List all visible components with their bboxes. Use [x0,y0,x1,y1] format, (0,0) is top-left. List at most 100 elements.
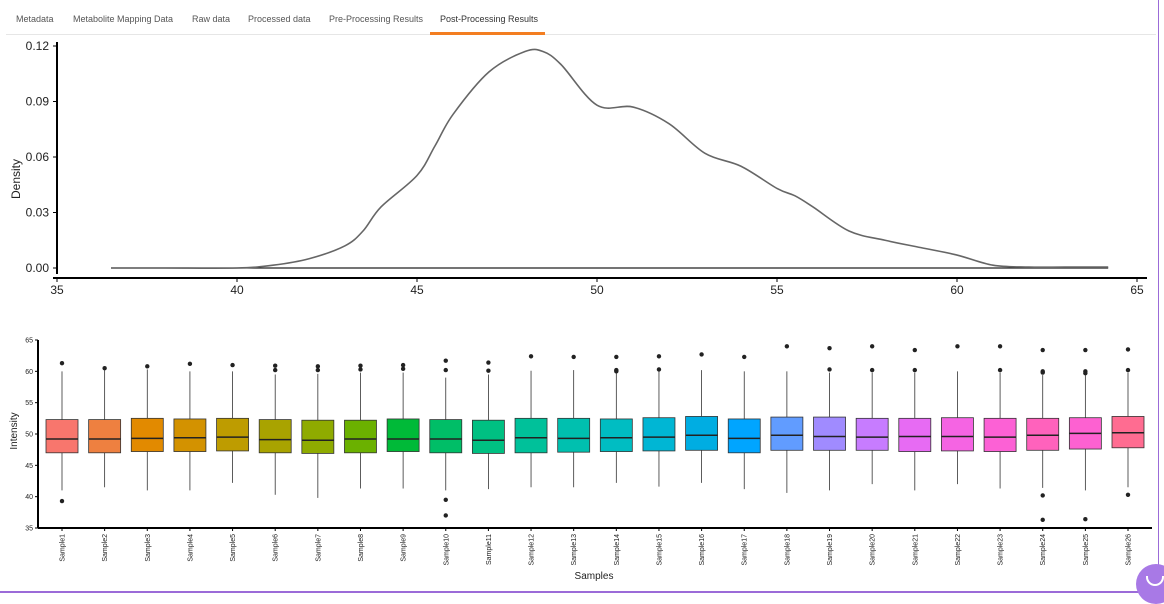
box-x-tick-label: Sample13 [571,534,578,566]
box-body [258,419,292,454]
box-body [514,417,548,454]
chat-icon [1146,576,1164,586]
box-outlier [315,364,321,369]
box-outlier [827,367,832,372]
box-outlier [1083,517,1088,522]
tab-metabolite-mapping-data[interactable]: Metabolite Mapping Data [73,14,174,24]
box-outlier [784,344,790,349]
svg-text:Density: Density [9,159,23,199]
box-x-tick-label: Sample1 [60,534,67,562]
tab-raw-data[interactable]: Raw data [192,14,231,24]
box-body [88,419,122,454]
box-ticks: 35 40 45 50 55 60 65 [25,338,38,533]
tab-processed-data[interactable]: Processed data [248,14,311,24]
box-sample24: Sample24 [1026,347,1060,566]
box-outlier [614,354,619,360]
active-tab-indicator [430,32,545,35]
box-body [855,417,889,451]
box-outlier [742,354,747,360]
box-sample15: Sample15 [642,354,676,566]
box-sample20: Sample20 [855,344,889,566]
box-x-tick-label: Sample22 [955,534,962,566]
box-outlier [358,367,363,372]
box-sample23: Sample23 [983,344,1017,566]
box-outlier [400,362,406,368]
density-axes [53,42,1147,279]
box-body [173,418,207,452]
box-outlier [59,360,65,366]
density-y-tick-label: 0.03 [26,206,50,220]
box-sample2: Sample2 [88,366,122,562]
box-sample7: Sample7 [301,364,335,562]
box-outlier [443,497,448,502]
tab-post-processing-results[interactable]: Post-Processing Results [440,14,539,24]
box-x-tick-label: Sample21 [912,534,919,566]
box-sample14: Sample14 [599,354,633,566]
box-sample12: Sample12 [514,354,548,566]
box-outlier [443,513,448,518]
box-body [301,419,335,454]
box-sample18: Sample18 [770,344,804,566]
box-series: Sample1 Sample2 Sample3 Sample4 Sample5 Sampl… [45,344,1145,566]
tab-bar: Metadata Metabolite Mapping Data Raw dat… [0,0,1164,36]
box-sample1: Sample1 [45,360,79,562]
tab-metadata[interactable]: Metadata [16,14,54,24]
box-outlier [997,367,1003,373]
box-x-tick-label: Sample25 [1083,534,1090,566]
density-x-tick-label: 65 [1130,283,1144,297]
box-sample25: Sample25 [1068,347,1102,566]
box-outlier [273,367,278,373]
box-outlier [656,354,662,359]
chat-widget-button[interactable] [1136,564,1164,604]
density-x-tick-label: 45 [410,283,424,297]
box-sample11: Sample11 [471,360,505,565]
box-body [130,417,164,452]
box-outlier [145,364,150,369]
density-curve [111,48,1109,270]
box-sample19: Sample19 [813,345,846,566]
page-right-border [1158,0,1159,594]
box-sample9: Sample9 [386,362,420,562]
box-outlier [955,344,960,349]
box-outlier [1040,370,1045,375]
box-outlier [1125,492,1131,497]
box-outlier [187,361,193,367]
box-y-tick-label: 65 [25,338,33,345]
box-x-tick-label: Sample9 [401,534,408,562]
box-body [898,417,932,452]
box-plot: Intensity Samples 35 40 45 50 55 60 65 Sample1… [9,338,1152,582]
box-sample26: Sample26 [1111,347,1145,566]
box-sample8: Sample8 [344,363,377,562]
box-body [813,416,846,451]
density-y-tick-label: 0.12 [26,39,50,53]
box-body [983,417,1017,452]
box-x-tick-label: Sample15 [656,534,663,566]
box-x-tick-label: Sample3 [145,534,152,562]
box-x-tick-label: Sample26 [1126,534,1133,566]
box-x-axis-title: Samples [575,571,614,582]
box-outlier [1125,347,1131,352]
density-y-tick-label: 0.06 [26,150,50,164]
box-x-tick-label: Sample18 [784,534,791,566]
box-outlier [443,367,448,373]
box-y-axis-title: Intensity [9,412,20,449]
box-body [685,416,718,451]
box-x-tick-label: Sample17 [742,534,749,566]
density-x-tick-label: 35 [50,283,64,297]
box-x-tick-label: Sample12 [529,534,536,566]
svg-text:Samples: Samples [575,571,614,582]
box-x-tick-label: Sample11 [486,534,493,565]
tab-pre-processing-results[interactable]: Pre-Processing Results [329,14,424,24]
density-x-tick-label: 40 [230,283,244,297]
density-y-tick-label: 0.09 [26,95,50,109]
density-lines [111,48,1109,270]
box-y-tick-label: 45 [25,463,33,470]
box-outlier [997,344,1003,349]
box-x-tick-label: Sample4 [187,534,194,562]
box-outlier [443,358,448,363]
box-outlier [273,363,278,368]
box-outlier [1083,347,1088,353]
box-outlier [1040,347,1045,353]
box-outlier [358,363,363,368]
box-outlier [59,498,65,504]
